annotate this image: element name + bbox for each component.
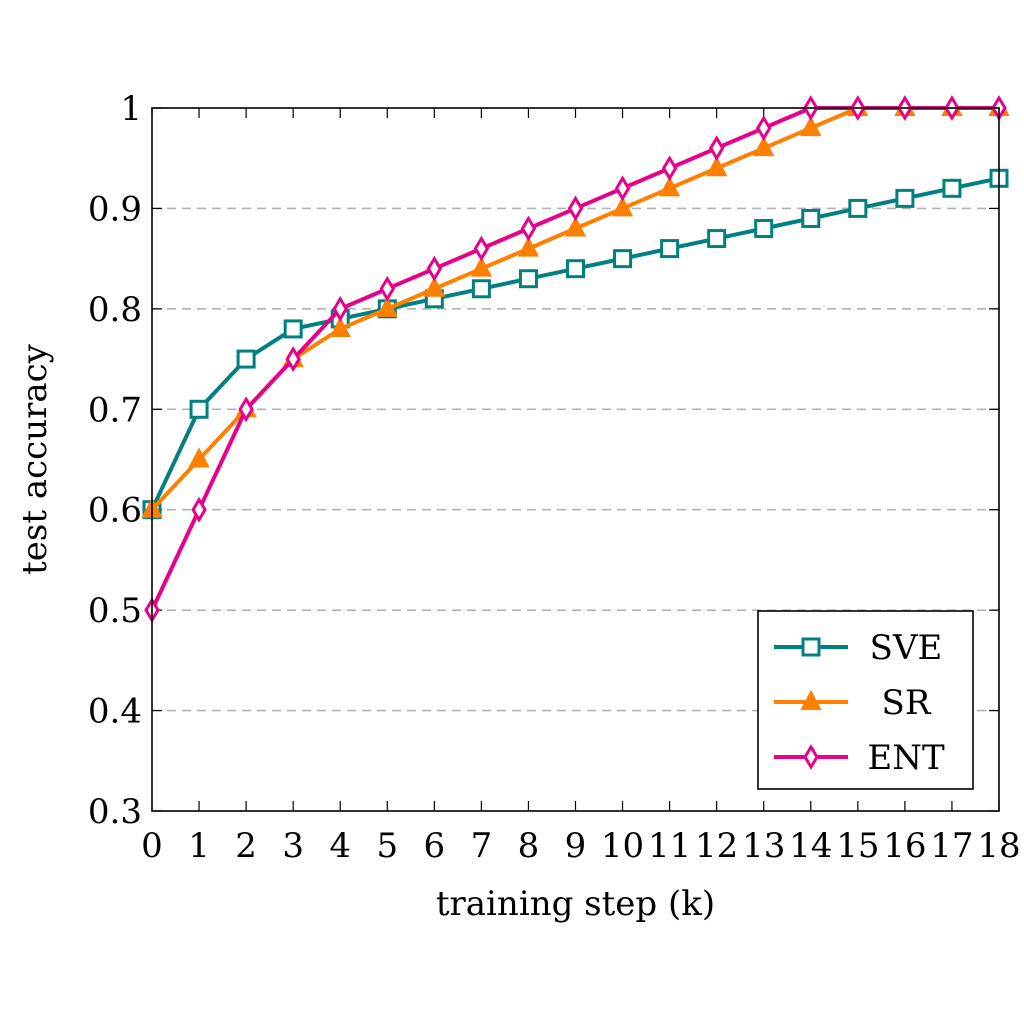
data-point-sve — [942, 178, 962, 198]
legend-label-ent: ENT — [867, 738, 945, 778]
data-point-sr — [658, 176, 681, 197]
data-point-ent — [520, 215, 537, 242]
data-point-sr — [753, 136, 775, 157]
data-point-sr — [564, 216, 587, 237]
data-point-sve — [801, 208, 821, 228]
data-point-ent — [238, 396, 254, 423]
x-tick-label: 3 — [282, 826, 304, 866]
data-point-ent — [379, 275, 396, 302]
x-tick-label: 10 — [601, 826, 644, 866]
data-point-sve — [707, 229, 727, 249]
x-tick-label: 12 — [695, 826, 738, 866]
data-point-sve — [660, 239, 680, 259]
y-tick-label: 0.8 — [88, 290, 142, 330]
x-axis-label: training step (k) — [436, 884, 715, 924]
data-point-ent — [708, 135, 725, 162]
data-point-sr — [329, 316, 351, 337]
x-tick-label: 8 — [518, 826, 540, 866]
x-tick-label: 18 — [977, 826, 1020, 866]
x-tick-label: 4 — [329, 826, 351, 866]
data-point-ent — [755, 115, 772, 142]
y-tick-label: 0.3 — [88, 792, 142, 832]
y-tick-label: 0.7 — [88, 390, 142, 430]
legend: SVE SR ENT — [757, 610, 974, 790]
data-point-sve — [848, 198, 868, 218]
x-tick-label: 5 — [376, 826, 398, 866]
data-point-sve — [895, 188, 915, 208]
data-point-sr — [376, 296, 398, 317]
series-sve — [142, 168, 1009, 520]
data-point-sr — [706, 156, 728, 177]
data-point-ent — [191, 496, 207, 523]
legend-label-sr: SR — [882, 683, 932, 723]
data-point-sve — [754, 219, 774, 239]
data-point-ent — [332, 295, 348, 322]
legend-marker-ent — [803, 744, 819, 770]
data-point-sr — [188, 447, 210, 468]
data-point-sve — [236, 349, 256, 369]
x-tick-label: 14 — [789, 826, 832, 866]
x-tick-label: 9 — [565, 826, 587, 866]
data-point-ent — [614, 175, 631, 202]
x-tick-label: 11 — [648, 826, 691, 866]
legend-label-sve: SVE — [870, 628, 943, 668]
data-point-sr — [611, 196, 634, 217]
legend-marker-sve — [801, 637, 821, 657]
data-point-sr — [517, 236, 540, 257]
y-tick-label: 0.6 — [88, 491, 142, 531]
data-point-sve — [189, 399, 209, 419]
x-tick-label: 6 — [424, 826, 446, 866]
x-tick-label: 16 — [883, 826, 926, 866]
data-point-sr — [800, 115, 822, 137]
data-point-sve — [613, 249, 633, 269]
y-tick-label: 1 — [120, 89, 142, 129]
data-point-sr — [470, 256, 493, 277]
x-tick-label: 1 — [188, 826, 210, 866]
data-point-sve — [471, 279, 491, 299]
data-point-ent — [567, 195, 584, 222]
data-point-ent — [661, 155, 678, 182]
data-point-ent — [426, 255, 443, 282]
data-point-sve — [283, 319, 303, 339]
plot-frame — [151, 107, 1000, 812]
y-tick-label: 0.5 — [88, 591, 142, 631]
x-tick-label: 2 — [235, 826, 257, 866]
x-tick-label: 15 — [836, 826, 879, 866]
x-tick-label: 13 — [742, 826, 785, 866]
x-tick-label: 0 — [141, 826, 163, 866]
y-axis-label: test accuracy — [15, 343, 55, 575]
x-tick-label: 7 — [471, 826, 493, 866]
data-point-ent — [473, 235, 490, 262]
y-tick-label: 0.9 — [88, 189, 142, 229]
data-point-sve — [518, 269, 538, 289]
tick-labels: 0.30.40.50.60.70.80.910 1 2 3 4 5 6 7 8 9 10 11 12 13… — [88, 89, 1021, 866]
x-tick-label: 17 — [930, 826, 973, 866]
data-point-sr — [423, 276, 445, 297]
data-point-ent — [285, 346, 301, 372]
data-point-sve — [566, 259, 585, 279]
legend-marker-sr — [800, 689, 822, 710]
y-tick-label: 0.4 — [88, 692, 142, 732]
